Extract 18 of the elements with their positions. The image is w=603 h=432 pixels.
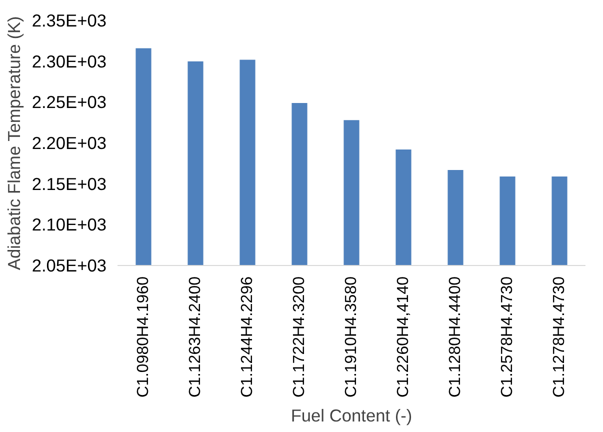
x-tick-label: C1.1244H4.2296 (239, 276, 256, 398)
y-tick-label: 2.35E+03 (32, 10, 107, 30)
x-tick-label: C1.1263H4.2400 (187, 276, 204, 398)
y-tick-label: 2.10E+03 (32, 214, 107, 235)
x-tick-label: C1.1722H4.3200 (291, 276, 308, 398)
x-axis-title: Fuel Content (-) (290, 405, 412, 426)
y-axis-title: Adiabatic Flame Temperature (K) (4, 16, 24, 270)
y-tick-label: 2.20E+03 (32, 133, 107, 153)
y-tick-label: 2.15E+03 (32, 174, 107, 194)
x-tick-label: C1.1278H4.4730 (551, 276, 568, 398)
y-tick-label: 2.05E+03 (32, 256, 107, 276)
x-tick-label: C1.2578H4.4730 (499, 276, 516, 398)
y-tick-label: 2.25E+03 (32, 92, 107, 112)
x-tick-label: C1.2260H4,4140 (395, 276, 412, 398)
x-tick-label: C1.1910H4.3580 (343, 276, 360, 398)
x-tick-label: C1.1280H4.4400 (447, 276, 464, 398)
y-tick-label: 2.30E+03 (32, 51, 107, 72)
x-tick-label: C1.0980H4.1960 (135, 276, 152, 398)
